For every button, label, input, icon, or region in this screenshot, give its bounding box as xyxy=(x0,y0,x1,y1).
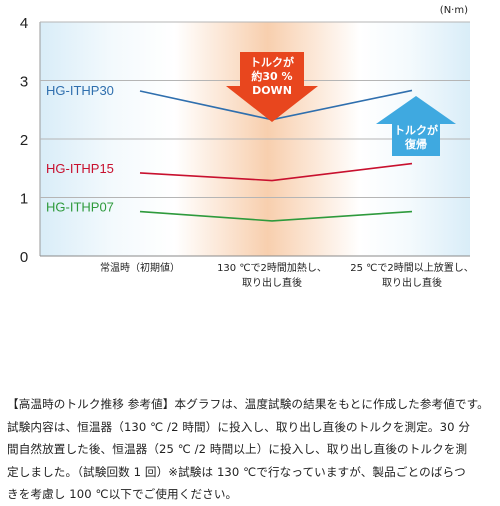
down-arrow-label: 約30 % xyxy=(251,69,292,83)
series-name: HG-ITHP15 xyxy=(46,161,114,176)
y-tick-label: 1 xyxy=(20,191,28,208)
series-name: HG-ITHP07 xyxy=(46,200,114,215)
caption-line: 【高温時のトルク推移 参考値】本グラフは、温度試験の結果をもとに作成した参考値で… xyxy=(7,397,489,411)
series-lines: HG-ITHP30 HG-ITHP15 HG-ITHP07 xyxy=(46,83,413,222)
caption-line: きを考慮し 100 ℃以下でご使用ください。 xyxy=(7,487,238,501)
y-tick-label: 0 xyxy=(20,249,28,266)
series-line xyxy=(139,162,413,182)
series-name: HG-ITHP30 xyxy=(46,83,114,98)
axis-labels: 0 1 2 3 4 (N·m) 常温時（初期値） 130 ℃で2時間加熱し、取り出し直後 25 … xyxy=(20,5,474,289)
up-arrow-icon xyxy=(376,96,456,156)
down-arrow-label: トルクが xyxy=(250,55,294,69)
up-arrow-label: 復帰 xyxy=(404,137,427,151)
caption-line: 定しました。（試験回数 1 回）※試験は 130 ℃で行なっていますが、製品ごと… xyxy=(7,464,466,479)
series-line xyxy=(139,210,413,222)
down-arrow-icon xyxy=(226,52,318,122)
torque-chart: 0 1 2 3 4 (N·m) 常温時（初期値） 130 ℃で2時間加熱し、取り出し直後 25 … xyxy=(20,5,474,289)
y-tick-label: 4 xyxy=(20,15,28,32)
caption-line: 間自然放置した後、恒温器（25 ℃ /2 時間以上）に投入し、取り出し直後のトル… xyxy=(7,442,468,456)
x-tick-label: 130 ℃で2時間加熱し、取り出し直後 xyxy=(217,261,327,289)
caption-line: 試験内容は、恒温器（130 ℃ /2 時間）に投入し、取り出し直後のトルクを測定… xyxy=(7,419,471,434)
unit-label: (N·m) xyxy=(440,5,468,16)
y-tick-label: 2 xyxy=(20,132,28,149)
x-tick-label: 25 ℃で2時間以上放置し、取り出し直後 xyxy=(350,261,474,289)
down-arrow-label: DOWN xyxy=(252,84,292,97)
caption: 【高温時のトルク推移 参考値】本グラフは、温度試験の結果をもとに作成した参考値で… xyxy=(7,393,495,506)
up-arrow-label: トルクが xyxy=(394,123,438,137)
y-tick-label: 3 xyxy=(20,74,28,91)
x-tick-label: 常温時（初期値） xyxy=(100,261,180,274)
